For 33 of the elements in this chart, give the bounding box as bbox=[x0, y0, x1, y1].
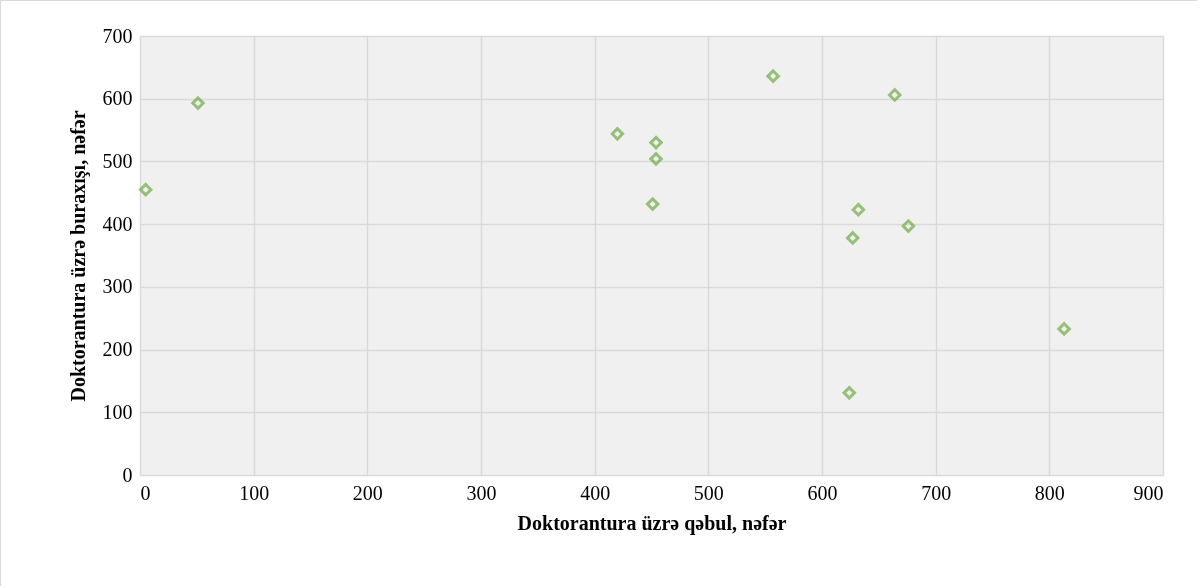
y-tick-label: 300 bbox=[102, 275, 133, 298]
x-axis-title: Doktorantura üzrə qəbul, nəfər bbox=[517, 511, 787, 535]
point bbox=[649, 135, 663, 150]
y-tick-label: 700 bbox=[102, 24, 133, 47]
point bbox=[901, 219, 916, 233]
y-tick-label: 600 bbox=[102, 87, 133, 110]
y-tick-label: 200 bbox=[102, 338, 133, 361]
point bbox=[1057, 322, 1071, 336]
x-tick-label: 400 bbox=[580, 481, 611, 504]
x-tick-label: 700 bbox=[921, 481, 952, 504]
x-tick-label: 500 bbox=[693, 481, 724, 504]
point bbox=[845, 231, 860, 245]
y-tick-label: 400 bbox=[102, 212, 133, 235]
y-tick-label: 0 bbox=[122, 463, 133, 486]
y-tick-label: 100 bbox=[102, 400, 133, 423]
point bbox=[649, 152, 663, 166]
x-tick-label: 100 bbox=[239, 481, 270, 504]
point bbox=[888, 88, 902, 102]
x-tick-label: 200 bbox=[352, 481, 383, 504]
x-tick-label: 300 bbox=[466, 481, 497, 504]
x-tick-label: 600 bbox=[807, 481, 838, 504]
y-axis-title: Doktorantura üzrə buraxışı, nəfər bbox=[66, 110, 90, 402]
point bbox=[851, 202, 866, 217]
point bbox=[610, 127, 625, 141]
point bbox=[842, 386, 857, 400]
y-tick-label: 500 bbox=[102, 149, 133, 172]
x-tick-label: 0 bbox=[140, 481, 151, 504]
x-tick-label: 900 bbox=[1133, 481, 1164, 504]
point bbox=[645, 197, 660, 211]
point bbox=[766, 69, 780, 83]
point bbox=[191, 96, 205, 110]
x-tick-label: 800 bbox=[1034, 481, 1065, 504]
point bbox=[138, 182, 153, 197]
